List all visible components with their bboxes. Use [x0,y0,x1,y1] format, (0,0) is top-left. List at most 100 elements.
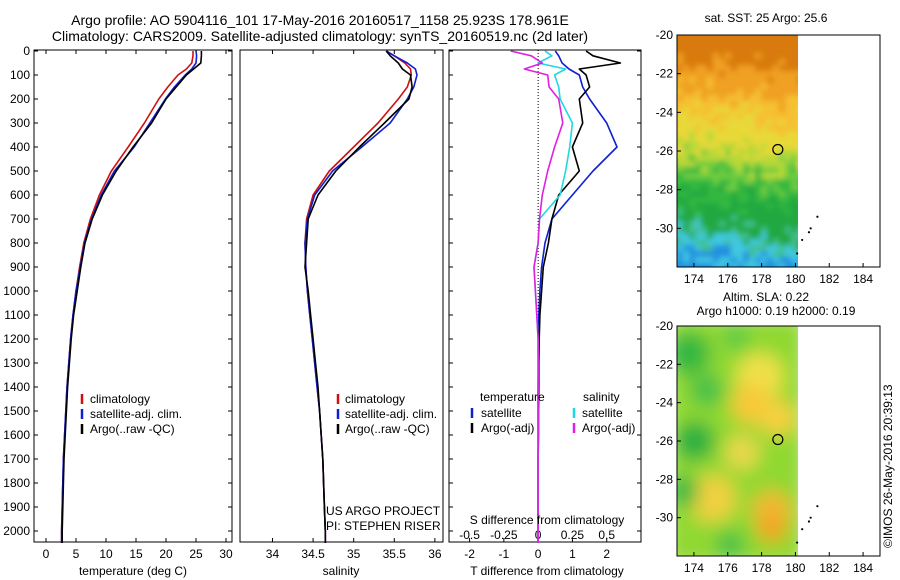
map-lon-label: 182 [819,561,839,575]
map-lon-label: 176 [718,561,738,575]
map-lat-label: -26 [656,144,674,158]
depth-tick-label: 800 [10,236,30,250]
map-lon-label: 178 [752,561,772,575]
depth-tick-label: 1800 [3,476,30,490]
salinity-panel-frame [239,49,444,543]
t-difference-axis-label: T difference from climatology [470,564,624,578]
legend-label: Argo(-adj) [481,421,534,435]
island-dot [816,215,819,218]
depth-tick-label: 400 [10,140,30,154]
depth-tick-label: 1400 [3,380,30,394]
profile-line-0 [60,51,194,543]
map-lat-label: -28 [656,183,674,197]
profile-line-1 [304,50,418,543]
sla-heatmap-field [677,326,798,556]
depth-tick-label: 1200 [3,332,30,346]
legend-label: satellite-adj. clim. [90,407,182,421]
x-tick-label: 10 [99,547,113,561]
depth-tick-label: 100 [10,68,30,82]
s-tick-label: -0.25 [490,528,518,542]
map-lat-label: -20 [656,28,674,42]
x-tick-label: -1 [499,547,510,561]
s-difference-axis-label: S difference from climatology [470,513,625,527]
salinity-plot: 34 34.5 35 35.5 36 climatologysatellite-adj. … [266,50,442,561]
depth-tick-label: 900 [10,260,30,274]
legend-label: Argo(-adj) [582,421,635,435]
island-dot [801,238,804,242]
map-lon-label: 180 [785,272,805,286]
map-lon-label: 182 [819,272,839,286]
depth-tick-label: 600 [10,188,30,202]
depth-tick-label: 0 [23,44,30,58]
figure-title-line1: Argo profile: AO 5904116_101 17-May-2016… [71,12,569,28]
profile-line-0 [304,50,413,543]
depth-tick-label: 1300 [3,356,30,370]
x-tick-label: 15 [129,547,143,561]
map-lat-label: -30 [656,511,674,525]
x-tick-label: 25 [189,547,203,561]
depth-tick-label: 700 [10,212,30,226]
x-tick-label: 34.5 [301,547,325,561]
map-lat-label: -30 [656,221,674,235]
legend-label: climatology [345,392,405,406]
legend-label: climatology [90,392,150,406]
x-tick-label: 30 [219,547,233,561]
difference-line-0 [537,50,618,543]
legend-label: satellite [582,406,623,420]
sla-map-title-line1: Altim. SLA: 0.22 [723,290,809,304]
legend-header-temperature: temperature [480,390,545,404]
map-lon-label: 184 [853,561,873,575]
difference-panel-frame [448,49,642,543]
depth-tick-label: 1000 [3,284,30,298]
profile-line-2 [304,50,413,543]
figure-title-line2: Climatology: CARS2009. Satellite-adjuste… [52,28,588,44]
sst-map: 174 176 178 180 182 184 -20 -22 -24 -26 -28 -30 [656,28,881,286]
depth-tick-label: 200 [10,92,30,106]
depth-tick-label: 300 [10,116,30,130]
x-tick-label: 34 [266,547,280,561]
argo-float-marker [772,433,784,446]
depth-tick-label: 1500 [3,404,30,418]
x-tick-label: 36 [428,547,442,561]
profile-line-2 [61,51,203,543]
island-dot [809,516,812,519]
x-tick-label: 0 [43,547,50,561]
map-lat-label: -24 [656,396,674,410]
map-lon-label: 174 [684,561,704,575]
map-lat-label: -20 [656,319,674,333]
island-dot [807,231,811,234]
sla-map: 174 176 178 180 182 184 -20 -22 -24 -26 -28 -30 [656,319,881,575]
depth-tick-label: 2000 [3,524,30,538]
legend-label: satellite [481,406,522,420]
depth-tick-label: 1100 [4,308,30,322]
s-tick-label: 0.25 [561,528,585,542]
argo-float-marker [772,143,784,156]
map-lat-label: -26 [656,434,674,448]
map-lon-label: 178 [752,272,772,286]
project-credit: US ARGO PROJECT [326,504,441,518]
sla-map-title-line2: Argo h1000: 0.19 h2000: 0.19 [697,304,856,318]
island-dot [801,528,804,531]
x-tick-label: 35.5 [383,547,407,561]
map-lat-label: -22 [656,357,674,371]
depth-tick-label: 1600 [3,428,30,442]
island-dot [809,227,812,230]
legend-label: satellite-adj. clim. [345,407,437,421]
map-lon-label: 180 [785,561,805,575]
temperature-axis-label: temperature (deg C) [79,564,187,578]
temperature-plot: 0100200300400500600700800900100011001200… [3,44,233,561]
sst-map-title: sat. SST: 25 Argo: 25.6 [705,11,828,25]
sst-heatmap-field [677,35,798,267]
x-tick-label: 2 [603,547,610,561]
difference-line-3 [510,50,564,543]
island-dot [807,520,811,523]
s-tick-label: -0.5 [459,528,480,542]
map-lon-label: 184 [853,272,873,286]
legend-label: Argo(..raw -QC) [90,422,175,436]
island-dot [796,252,799,255]
x-tick-label: 0 [535,547,542,561]
imos-timestamp: ©IMOS 26-May-2016 20:39:13 [881,384,895,548]
